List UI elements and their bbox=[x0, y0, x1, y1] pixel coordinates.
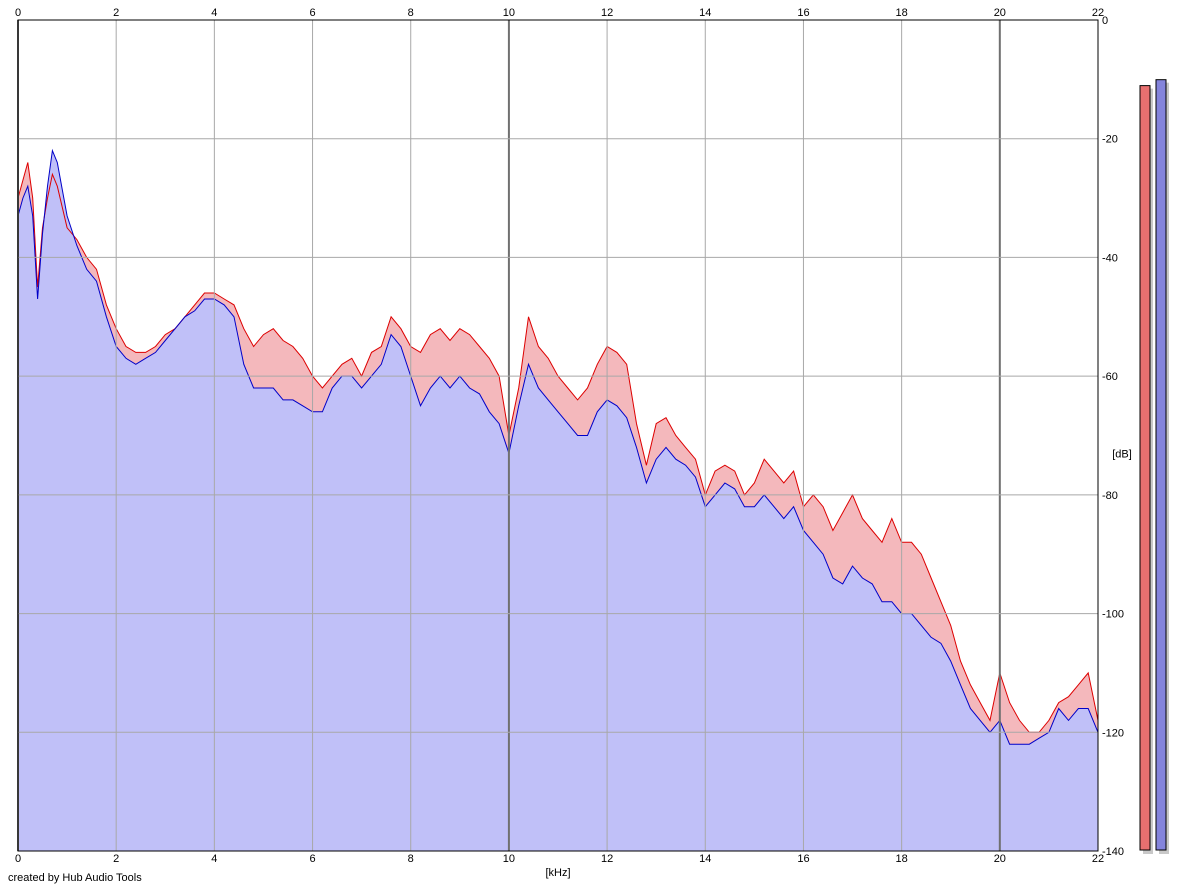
x-tick-label-top: 4 bbox=[211, 7, 217, 19]
left-level-meter bbox=[1139, 85, 1151, 851]
series-left-line bbox=[17, 162, 1099, 733]
right-level-meter bbox=[1155, 79, 1167, 851]
x-tick-labels-top: 0 2 4 6 8 10 12 14 16 18 20 22 bbox=[15, 7, 1104, 19]
level-meters bbox=[1139, 79, 1169, 855]
series-right-area bbox=[18, 150, 1098, 852]
y-axis-label: [dB] bbox=[1112, 448, 1132, 460]
x-tick-label-top: 18 bbox=[896, 7, 908, 19]
x-tick-label-bottom: 2 bbox=[113, 853, 119, 865]
x-tick-label-bottom: 22 bbox=[1092, 853, 1104, 865]
y-tick-label: -140 bbox=[1102, 846, 1124, 858]
y-tick-label: -40 bbox=[1102, 252, 1118, 264]
x-tick-label-top: 2 bbox=[113, 7, 119, 19]
x-tick-label-top: 10 bbox=[503, 7, 515, 19]
y-tick-label: -60 bbox=[1102, 371, 1118, 383]
x-tick-label-bottom: 18 bbox=[896, 853, 908, 865]
x-tick-label-top: 22 bbox=[1092, 7, 1104, 19]
x-tick-label-bottom: 6 bbox=[309, 853, 315, 865]
plot-area bbox=[17, 20, 1099, 852]
y-tick-label: -20 bbox=[1102, 134, 1118, 146]
x-tick-label-bottom: 16 bbox=[797, 853, 809, 865]
grid-overlay bbox=[17, 19, 1099, 852]
credit-text: created by Hub Audio Tools bbox=[8, 872, 142, 884]
x-tick-label-top: 16 bbox=[797, 7, 809, 19]
y-tick-label: 0 bbox=[1102, 15, 1108, 27]
x-tick-label-top: 0 bbox=[15, 7, 21, 19]
y-tick-label: -100 bbox=[1102, 609, 1124, 621]
x-tick-label-bottom: 14 bbox=[699, 853, 711, 865]
x-tick-label-top: 14 bbox=[699, 7, 711, 19]
plot-border bbox=[17, 19, 1099, 852]
y-tick-label: -120 bbox=[1102, 727, 1124, 739]
x-tick-label-bottom: 4 bbox=[211, 853, 217, 865]
x-tick-label-bottom: 10 bbox=[503, 853, 515, 865]
x-tick-label-top: 8 bbox=[408, 7, 414, 19]
y-tick-label: -80 bbox=[1102, 490, 1118, 502]
x-axis-label: [kHz] bbox=[545, 867, 570, 879]
x-tick-labels-bottom: 0 2 4 6 8 10 12 14 16 18 20 22 bbox=[15, 853, 1104, 865]
x-tick-label-top: 6 bbox=[309, 7, 315, 19]
x-tick-label-bottom: 8 bbox=[408, 853, 414, 865]
x-tick-label-top: 20 bbox=[994, 7, 1006, 19]
x-tick-label-bottom: 12 bbox=[601, 853, 613, 865]
x-tick-label-bottom: 0 bbox=[15, 853, 21, 865]
y-tick-labels: 0 -20 -40 -60 -80 -100 -120 -140 bbox=[1102, 15, 1124, 858]
x-tick-label-bottom: 20 bbox=[994, 853, 1006, 865]
x-tick-label-top: 12 bbox=[601, 7, 613, 19]
